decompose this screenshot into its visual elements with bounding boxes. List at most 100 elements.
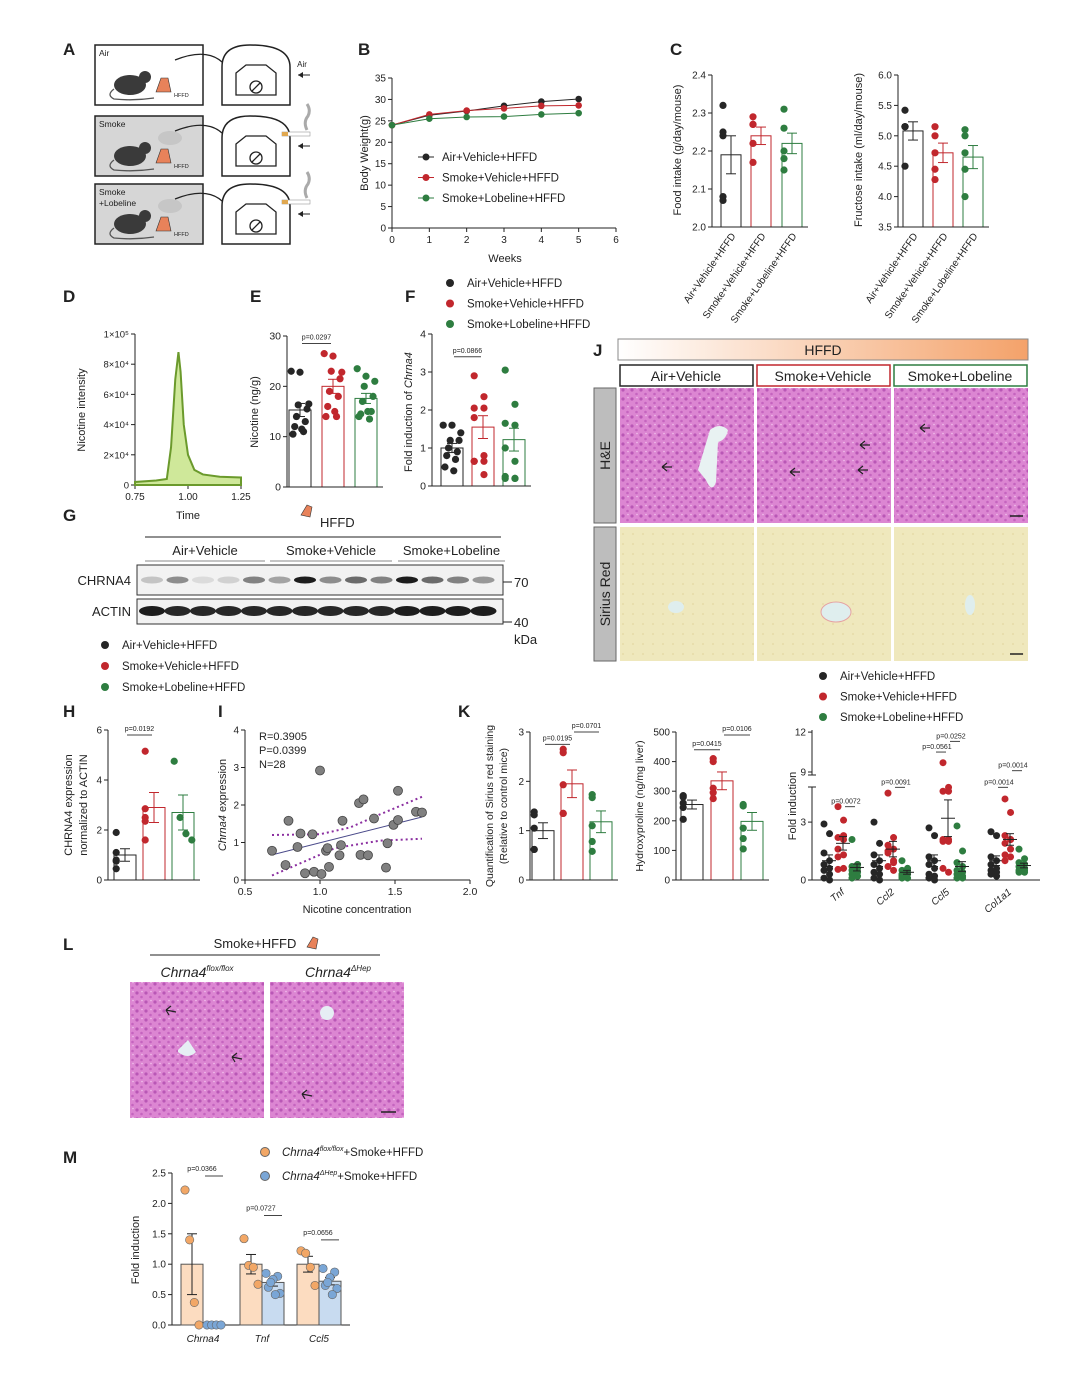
- y-tick-label: 10: [375, 181, 387, 192]
- data-point: [780, 155, 788, 163]
- data-point: [870, 818, 878, 826]
- data-point: [987, 861, 995, 869]
- data-point: [334, 392, 342, 400]
- x-axis-label: Nicotine concentration: [303, 904, 412, 916]
- legend-label: Smoke+Vehicle+HFFD: [467, 299, 584, 311]
- mouse-head: [139, 71, 151, 83]
- panel-letter-L: L: [63, 935, 73, 954]
- genotype-label: Chrna4ΔHep: [305, 964, 372, 980]
- y-axis-label: Food intake (g/day/mouse): [672, 85, 684, 216]
- data-point: [780, 124, 788, 132]
- data-point: [298, 425, 306, 433]
- data-point: [393, 785, 403, 796]
- data-point: [291, 423, 299, 431]
- x-tick-label: 1.5: [388, 886, 403, 898]
- panel-letter-G: G: [63, 506, 76, 525]
- column-header: [619, 364, 754, 387]
- y-tick-label: 100: [653, 846, 670, 857]
- arrow-icon: [231, 1052, 243, 1063]
- panel-letter-K: K: [458, 702, 471, 721]
- p-value-label: p=0.0866: [453, 348, 482, 355]
- y-tick-label: 0.0: [152, 1321, 166, 1332]
- row-label: H&E: [597, 441, 613, 470]
- cigarette-filter: [282, 200, 288, 204]
- mouse-tail: [109, 227, 155, 240]
- p-value-label: p=0.0195: [543, 735, 572, 742]
- p-value-label: p=0.0656: [303, 1230, 332, 1237]
- x-category-label: Chrna4: [187, 1334, 220, 1345]
- y-tick-label: 2: [518, 777, 524, 788]
- y-tick-label: 8×10⁴: [104, 360, 129, 371]
- data-point: [388, 121, 396, 129]
- data-point: [1015, 845, 1023, 853]
- x-category-label: Tnf: [255, 1334, 271, 1345]
- chrna4-band: [421, 576, 444, 584]
- y-tick-label: 0: [664, 876, 670, 887]
- food-bottle-icon: [155, 77, 172, 93]
- blot-group-label: Smoke+Vehicle: [286, 543, 376, 558]
- panel-letter-I: I: [218, 702, 223, 721]
- data-point: [315, 765, 325, 776]
- y-tick-label: 1.0: [152, 1260, 166, 1271]
- data-point: [780, 166, 788, 174]
- actin-band: [292, 606, 318, 616]
- data-point: [739, 802, 747, 810]
- data-point: [840, 851, 848, 859]
- data-point: [444, 444, 453, 452]
- chrna4-band: [268, 576, 291, 584]
- chamber-label: Smoke: [99, 119, 126, 129]
- data-point: [446, 436, 454, 444]
- data-point: [112, 865, 120, 873]
- y-axis-label: CHRNA4 expression: [63, 754, 75, 855]
- data-point: [287, 367, 295, 375]
- data-point: [439, 421, 447, 429]
- data-point: [876, 870, 884, 878]
- data-point: [901, 162, 909, 170]
- y-tick-label: 0.5: [152, 1290, 166, 1301]
- arrow-icon: [919, 423, 930, 433]
- data-point: [870, 851, 878, 859]
- data-point: [501, 366, 509, 374]
- y-tick-label: 2.3: [692, 109, 706, 120]
- gene: Chrna4: [160, 964, 206, 980]
- data-point: [500, 105, 508, 112]
- data-point: [141, 805, 149, 813]
- he-stain-image: [757, 388, 891, 523]
- p-value-label: p=0.0701: [572, 723, 601, 730]
- y-tick-label: 0: [233, 876, 239, 887]
- smoke-plume-icon: [303, 171, 311, 199]
- y-tick-label: 1: [233, 838, 239, 849]
- data-point: [338, 368, 346, 376]
- diet-icon: [300, 504, 313, 518]
- p-value-label: p=0.0106: [722, 726, 751, 733]
- data-point: [393, 815, 403, 825]
- sirius-red-image: [757, 527, 891, 661]
- data-point: [182, 830, 190, 838]
- legend-label: Chrna4flox/flox+Smoke+HFFD: [282, 1146, 423, 1159]
- data-point: [511, 421, 519, 429]
- mouse-tail: [109, 88, 155, 101]
- data-point: [353, 365, 361, 373]
- arrow-icon: [661, 462, 672, 472]
- exposure-chamber: [94, 44, 303, 106]
- column-label: Smoke+Vehicle: [775, 368, 872, 384]
- data-point: [360, 382, 368, 390]
- y-tick-label: 3: [800, 818, 806, 829]
- y-tick-label: 4×10⁴: [104, 420, 129, 431]
- data-point: [500, 113, 508, 120]
- vessel: [668, 601, 684, 613]
- legend-marker: [446, 279, 454, 287]
- data-point: [848, 835, 856, 843]
- y-tick-label: 300: [653, 787, 670, 798]
- series-line: [391, 98, 579, 126]
- smoke-cloud: [158, 199, 182, 213]
- data-point: [216, 1320, 226, 1330]
- data-point: [538, 111, 545, 118]
- data-point: [890, 859, 898, 867]
- data-point: [834, 803, 842, 811]
- data-point: [176, 813, 184, 822]
- legend-rest: +Smoke+HFFD: [337, 1171, 417, 1183]
- data-point: [1021, 855, 1029, 863]
- y-axis-label: Nicotine (ng/g): [249, 376, 261, 448]
